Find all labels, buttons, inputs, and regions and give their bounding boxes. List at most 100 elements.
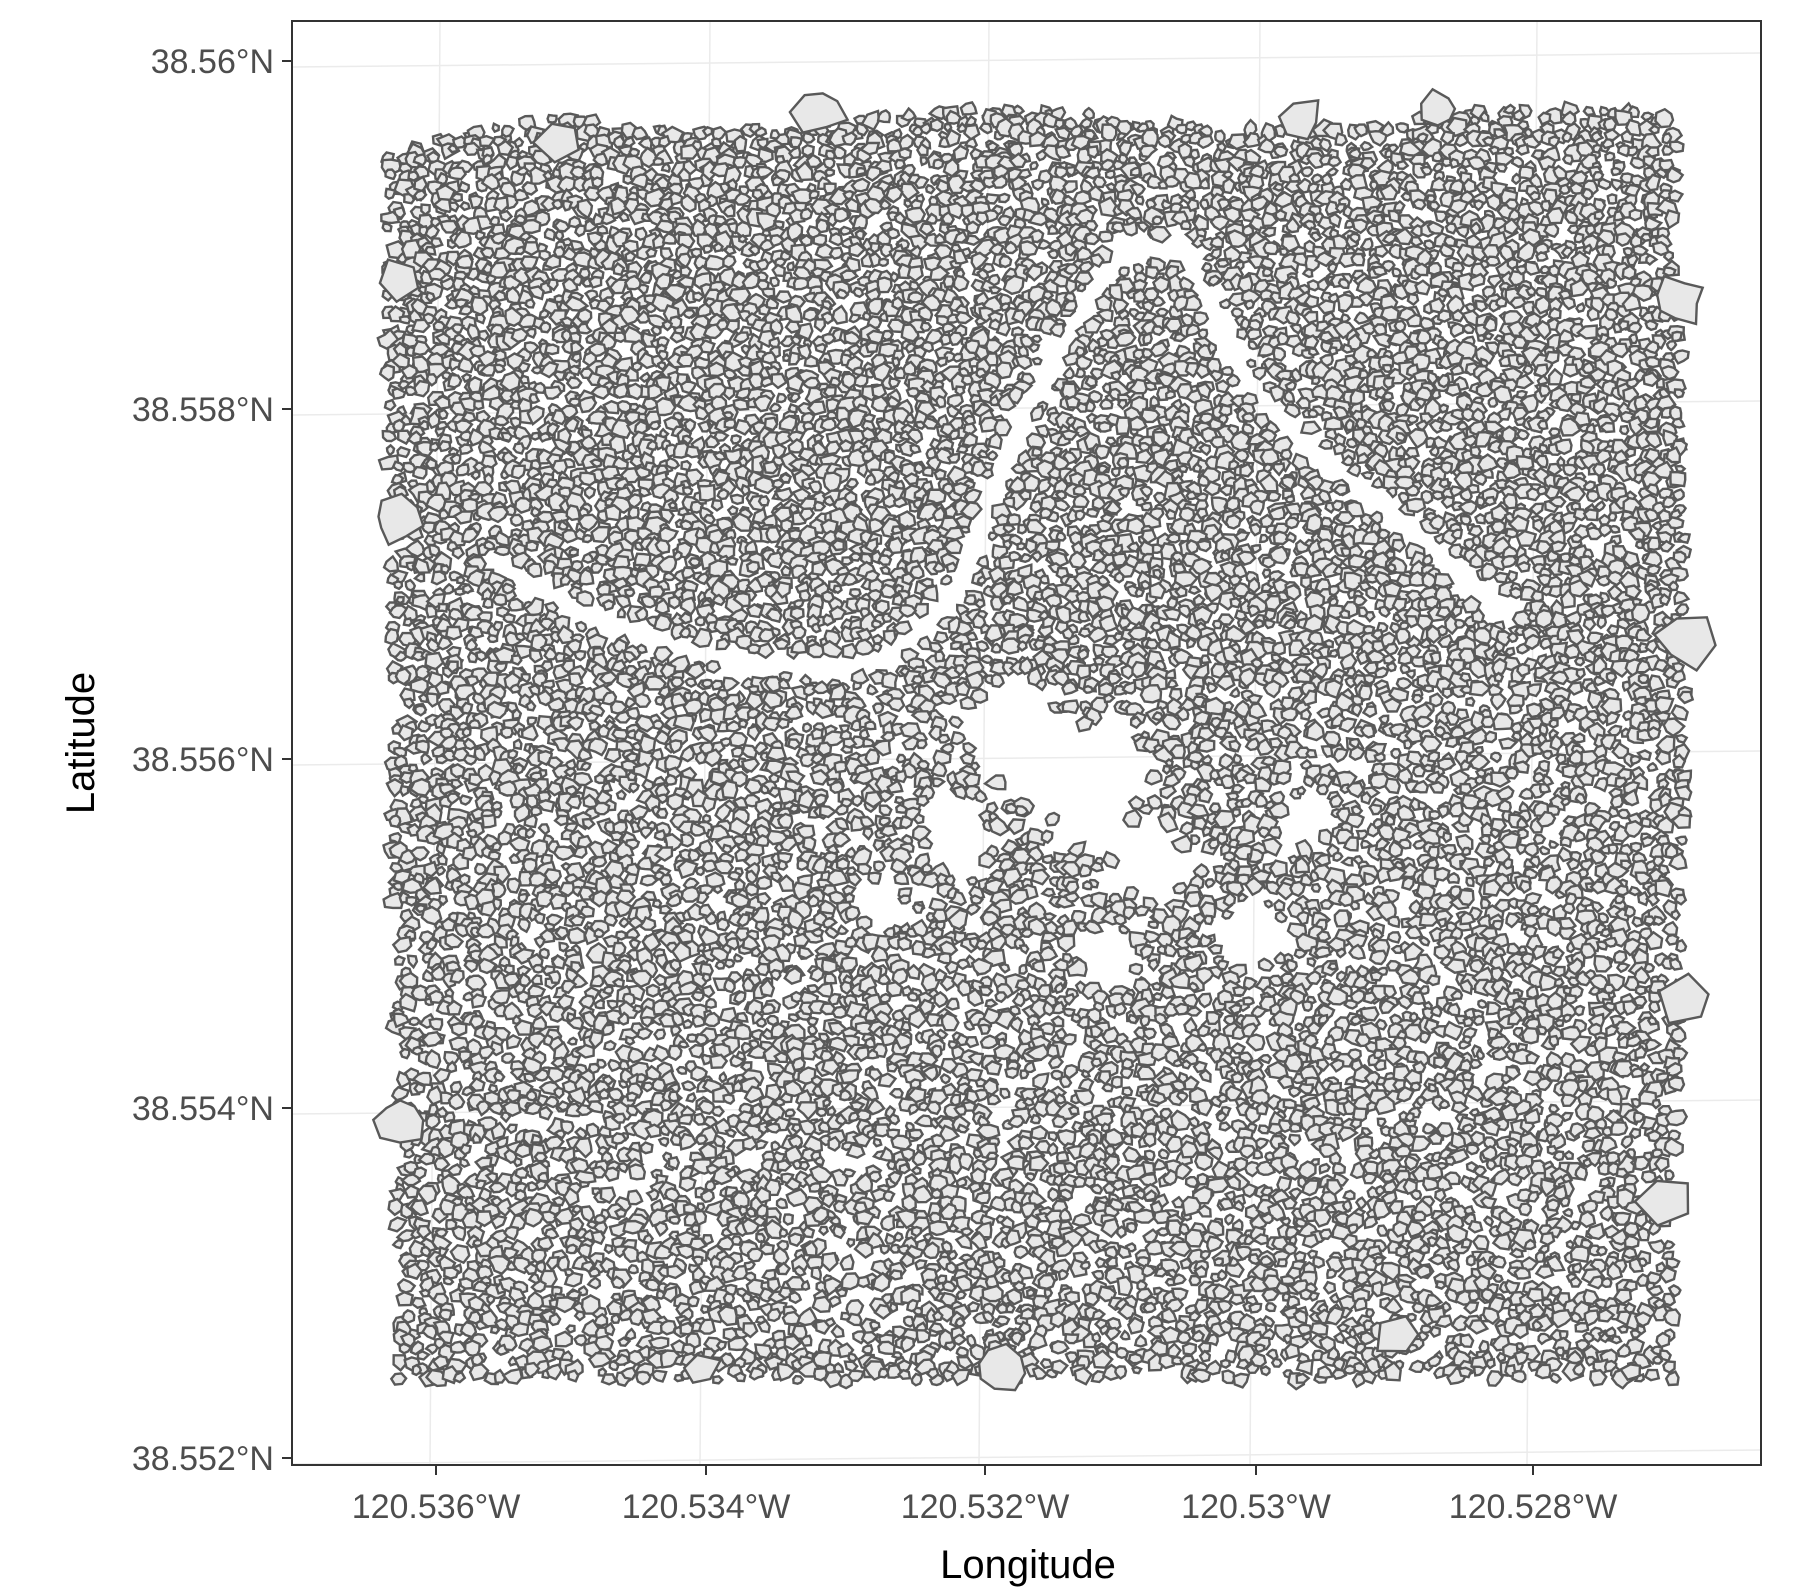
tree-crown <box>987 531 998 542</box>
tree-crown <box>1658 158 1675 172</box>
tree-crown <box>491 121 501 134</box>
tree-crown <box>561 199 574 212</box>
tree-crown <box>1097 420 1112 433</box>
tree-crown <box>913 175 930 190</box>
tree-crown <box>458 304 473 316</box>
tree-crown <box>1508 586 1523 600</box>
tree-crown <box>624 250 638 262</box>
tree-crown <box>1502 103 1517 115</box>
tree-crown <box>751 188 765 201</box>
tree-crown <box>1421 553 1434 567</box>
tree-crown <box>1247 340 1260 351</box>
tree-crown <box>839 225 853 236</box>
tree-crown <box>1008 152 1028 169</box>
tree-crown <box>554 229 565 243</box>
tree-crown <box>647 420 662 431</box>
tree-crown <box>569 239 585 252</box>
tree-crown <box>1582 508 1599 522</box>
tree-crown <box>794 160 814 182</box>
tree-crown <box>1134 195 1145 206</box>
tree-crown <box>542 169 553 181</box>
tree-crown <box>1030 356 1043 366</box>
tree-crown <box>733 134 748 153</box>
tree-crown <box>1263 608 1278 622</box>
tree-crown <box>571 274 584 287</box>
tree-crown <box>383 398 397 412</box>
tree-crown <box>1079 177 1095 194</box>
tree-crown <box>1524 259 1542 276</box>
tree-crown <box>934 356 949 368</box>
tree-crown <box>1151 325 1166 337</box>
tree-crown <box>787 145 802 160</box>
tree-crown <box>852 286 865 299</box>
tree-crown <box>494 414 510 427</box>
tree-crown <box>1395 444 1407 458</box>
tree-crown <box>1245 327 1263 341</box>
tree-crown <box>870 383 888 400</box>
tree-crown <box>1096 336 1109 349</box>
tree-crown <box>876 276 893 294</box>
tree-crown <box>1396 159 1410 171</box>
tree-crown <box>840 372 858 390</box>
tree-crown <box>1031 446 1043 458</box>
tree-crown <box>1197 473 1210 487</box>
tree-crown <box>824 168 836 178</box>
tree-crown <box>906 291 924 304</box>
tree-crown <box>1413 262 1429 277</box>
tree-crown <box>468 194 484 210</box>
tree-crown <box>634 465 651 480</box>
tree-crown <box>903 198 914 209</box>
tree-crown <box>1580 187 1594 201</box>
tree-crown <box>1236 274 1254 293</box>
tree-crown <box>1209 235 1225 249</box>
tree-crown <box>1462 177 1477 195</box>
tree-crown <box>462 141 482 157</box>
tree-crown <box>578 471 597 487</box>
tree-crown <box>1331 499 1344 512</box>
tree-crown <box>672 549 683 562</box>
tree-crown <box>963 136 979 150</box>
tree-crown <box>845 477 860 489</box>
tree-crown <box>900 106 917 122</box>
tree-crown <box>784 304 804 324</box>
tree-crown <box>1613 209 1626 222</box>
tree-crown <box>1548 135 1561 149</box>
tree-crown <box>1072 190 1092 207</box>
tree-crown <box>1062 180 1078 194</box>
tree-crown <box>991 174 1008 189</box>
tree-crown <box>1610 166 1622 177</box>
tree-crown <box>1177 464 1190 474</box>
tree-crown <box>1028 130 1049 148</box>
tree-crown <box>721 411 735 420</box>
tree-crown <box>1074 509 1087 522</box>
tree-crown <box>704 254 725 271</box>
tree-crown <box>1086 145 1100 159</box>
tree-crown <box>510 327 530 344</box>
tree-crown <box>1115 119 1133 136</box>
tree-crown <box>1046 248 1059 260</box>
tree-crown <box>478 134 497 148</box>
tree-crown <box>1207 340 1218 356</box>
tree-crown <box>724 319 740 334</box>
tree-crown <box>412 465 428 480</box>
tree-crown <box>1081 106 1096 121</box>
tree-crown <box>745 560 761 574</box>
tree-crown <box>1257 137 1277 154</box>
tree-crown <box>1225 496 1241 512</box>
tree-crown <box>859 141 881 156</box>
tree-crown <box>998 254 1013 269</box>
tree-crown <box>862 197 884 215</box>
tree-crown <box>821 332 837 345</box>
tree-crown <box>1094 444 1111 461</box>
tree-crown <box>681 486 694 497</box>
tree-crown <box>945 561 958 574</box>
tree-crown <box>1448 157 1461 169</box>
tree-crown <box>1141 299 1156 314</box>
tree-crown <box>1562 363 1579 378</box>
tree-crown <box>1665 515 1685 530</box>
tree-crown <box>1459 514 1473 526</box>
tree-crown <box>978 122 993 135</box>
tree-crown <box>543 343 560 356</box>
tree-crown <box>755 258 770 272</box>
